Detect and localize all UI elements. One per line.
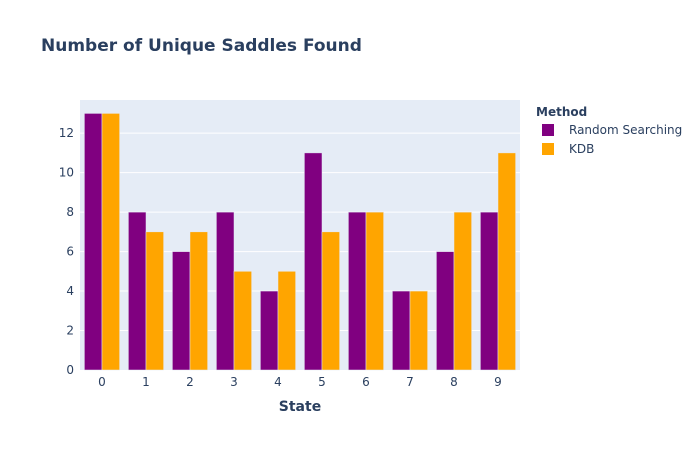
legend[interactable]: Method Random Searching KDB <box>536 105 682 156</box>
legend-swatch[interactable] <box>542 124 554 136</box>
legend-label[interactable]: Random Searching <box>569 123 682 137</box>
bar-random-searching-state-2[interactable] <box>172 251 191 371</box>
x-axis-ticks: 0 1 2 3 4 5 6 7 8 9 <box>98 375 502 389</box>
bar-random-searching-state-8[interactable] <box>436 251 455 371</box>
x-tick-label: 3 <box>230 375 238 389</box>
x-tick-label: 7 <box>406 375 414 389</box>
x-tick-label: 2 <box>186 375 194 389</box>
bar-kdb-state-3[interactable] <box>233 271 252 371</box>
y-tick-label: 10 <box>59 166 74 180</box>
bar-kdb-state-1[interactable] <box>145 231 164 371</box>
bar-kdb-state-8[interactable] <box>453 211 472 371</box>
bar-kdb-state-9[interactable] <box>497 152 516 371</box>
y-tick-label: 12 <box>59 126 74 140</box>
bar-kdb-state-5[interactable] <box>321 231 340 371</box>
bar-kdb-state-4[interactable] <box>277 271 296 371</box>
bar-kdb-state-6[interactable] <box>365 211 384 371</box>
x-tick-label: 4 <box>274 375 282 389</box>
x-tick-label: 8 <box>450 375 458 389</box>
y-axis-ticks: 0 2 4 6 8 10 12 <box>59 126 74 377</box>
x-tick-label: 1 <box>142 375 150 389</box>
y-tick-label: 2 <box>66 324 74 338</box>
x-tick-label: 5 <box>318 375 326 389</box>
y-tick-label: 0 <box>66 363 74 377</box>
legend-title: Method <box>536 105 587 119</box>
x-tick-label: 6 <box>362 375 370 389</box>
x-axis-title: State <box>279 399 321 415</box>
legend-swatch[interactable] <box>542 143 554 155</box>
bar-random-searching-state-7[interactable] <box>392 290 411 371</box>
bar-marks <box>84 113 516 371</box>
bar-random-searching-state-4[interactable] <box>260 290 279 371</box>
bar-random-searching-state-9[interactable] <box>480 211 499 371</box>
bar-kdb-state-7[interactable] <box>409 290 428 371</box>
bar-random-searching-state-3[interactable] <box>216 211 235 371</box>
y-tick-label: 6 <box>66 245 74 259</box>
bar-kdb-state-0[interactable] <box>101 113 120 371</box>
bar-random-searching-state-5[interactable] <box>304 152 323 371</box>
bar-random-searching-state-6[interactable] <box>348 211 367 371</box>
y-tick-label: 4 <box>66 284 74 298</box>
x-tick-label: 9 <box>494 375 502 389</box>
x-tick-label: 0 <box>98 375 106 389</box>
y-tick-label: 8 <box>66 205 74 219</box>
bar-kdb-state-2[interactable] <box>189 231 208 371</box>
legend-label[interactable]: KDB <box>569 142 594 156</box>
bar-random-searching-state-1[interactable] <box>128 211 147 371</box>
chart-title: Number of Unique Saddles Found <box>41 36 362 56</box>
bar-random-searching-state-0[interactable] <box>84 113 103 371</box>
